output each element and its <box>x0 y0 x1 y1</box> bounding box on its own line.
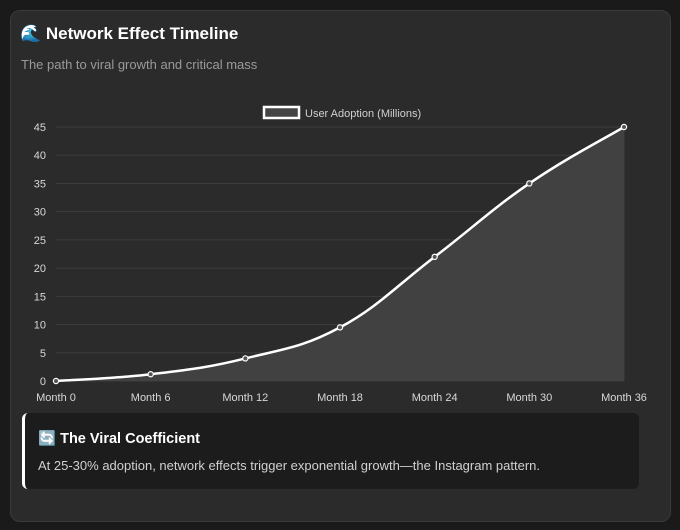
data-point[interactable] <box>52 377 60 385</box>
callout-title: 🔄 The Viral Coefficient <box>38 431 201 447</box>
page-subtitle: The path to viral growth and critical ma… <box>21 57 258 72</box>
y-tick-label: 25 <box>34 235 46 247</box>
x-tick-label: Month 0 <box>36 392 76 404</box>
y-tick-label: 15 <box>34 291 46 303</box>
y-tick-label: 5 <box>40 348 46 360</box>
series-area-fill <box>56 127 624 381</box>
adoption-chart: User Adoption (Millions) 0 5 10 15 20 25 30 35 4… <box>34 105 647 404</box>
data-point[interactable] <box>620 123 628 131</box>
page-title: 🌊 Network Effect Timeline <box>20 24 239 43</box>
callout-body: At 25-30% adoption, network effects trig… <box>38 458 540 473</box>
y-axis-ticks: 0 5 10 15 20 25 30 35 40 45 <box>34 122 46 388</box>
data-point[interactable] <box>242 355 249 362</box>
y-tick-label: 0 <box>40 376 46 388</box>
x-tick-label: Month 6 <box>131 392 171 404</box>
y-tick-label: 45 <box>34 122 46 134</box>
viral-coefficient-callout: 🔄 The Viral Coefficient At 25-30% adopti… <box>22 413 639 489</box>
data-point[interactable] <box>431 253 438 261</box>
y-tick-label: 40 <box>34 150 46 162</box>
data-point[interactable] <box>526 180 533 187</box>
legend-swatch <box>262 105 301 120</box>
x-tick-label: Month 24 <box>412 392 458 404</box>
x-axis-ticks: Month 0 Month 6 Month 12 Month 18 Month 24 Mo… <box>36 392 647 404</box>
y-tick-label: 30 <box>34 207 46 219</box>
x-tick-label: Month 30 <box>506 392 552 404</box>
data-point[interactable] <box>336 324 344 331</box>
data-point[interactable] <box>147 371 154 378</box>
y-tick-label: 10 <box>34 320 46 332</box>
data-points <box>52 123 628 385</box>
legend-label: User Adoption (Millions) <box>305 108 421 120</box>
x-tick-label: Month 12 <box>222 392 268 404</box>
chart-legend[interactable]: User Adoption (Millions) <box>262 105 421 120</box>
y-tick-label: 35 <box>34 178 46 190</box>
y-tick-label: 20 <box>34 263 46 275</box>
x-tick-label: Month 36 <box>601 392 647 404</box>
x-tick-label: Month 18 <box>317 392 363 404</box>
